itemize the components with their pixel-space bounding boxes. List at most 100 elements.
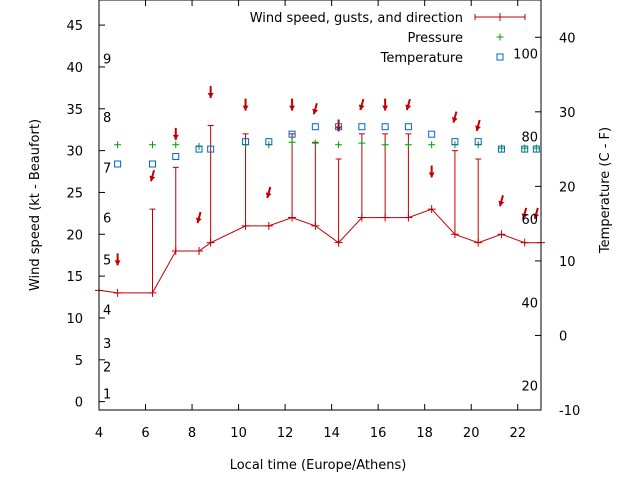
x-tick-label: 14 [323,426,340,441]
temperature-point [428,130,436,138]
wind-direction-arrow [358,98,365,111]
x-tick-label: 6 [141,426,149,441]
wind-direction-arrow [207,86,214,99]
x-tick-label: 16 [370,426,387,441]
beaufort-label: 8 [103,111,111,126]
wind-gust-bar [358,133,365,218]
x-tick-label: 8 [188,426,196,441]
fahrenheit-label: 20 [521,379,538,394]
fahrenheit-label: 80 [521,130,538,145]
arrow-head [335,126,342,132]
legend-sample-square [496,53,504,61]
wind-direction-arrow [289,98,296,111]
wind-direction-arrow [312,103,319,115]
temperature-point [265,138,273,146]
fahrenheit-label: 40 [521,297,538,312]
pressure-point [149,141,157,149]
pressure-point [114,141,122,149]
axis-ticks: 4 6 8 10 12 14 16 18 20 22051015202530354045-1001… [66,0,580,441]
temperature-point [172,153,180,161]
legend-label: Temperature [380,51,463,66]
y-tick-label: 5 [75,354,83,369]
fahrenheit-label: 60 [521,213,538,228]
legend-label: Pressure [407,31,463,46]
temperature-point [451,138,459,146]
pressure-point [288,138,296,146]
temperature-point [532,145,540,153]
y-axis-title: Wind speed (kt - Beaufort) [28,119,43,291]
temperature-point [288,130,296,138]
wind-direction-arrow [475,119,481,132]
arrow-head [289,105,296,111]
temperature-point [521,145,529,153]
temperature-point [358,123,366,131]
y2-tick-label: 40 [559,31,576,46]
beaufort-label: 4 [103,304,111,319]
wind-speed-point [427,205,436,214]
wind-gust-bar [207,125,214,243]
temperature-point [404,123,412,131]
arrow-head [358,104,365,111]
y2-axis-title: Temperature (C - F) [598,127,613,254]
pressure-point [172,141,180,149]
legend-label: Wind speed, gusts, and direction [250,11,463,26]
wind-direction-arrow [114,253,121,266]
x-axis-title: Local time (Europe/Athens) [230,458,407,473]
wind-speed-line [98,208,541,294]
legend-sample-plus [496,33,504,41]
y-tick-label: 10 [66,312,83,327]
arrow-head [451,117,458,123]
y-tick-label: 30 [66,145,83,160]
wind-gust-bar [475,158,482,243]
temperature-point [381,123,389,131]
arrow-head [114,260,121,266]
plot-frame [98,0,542,411]
beaufort-label: 3 [103,337,111,352]
arrow-head [533,213,540,219]
beaufort-label: 5 [103,253,111,268]
temperature-point [149,160,157,168]
y-tick-label: 0 [75,396,83,411]
wind-speed-point [195,247,204,256]
y-tick-label: 25 [66,186,83,201]
wind-direction-arrow [382,98,389,111]
y-tick-label: 45 [66,19,83,34]
pressure-point [311,139,319,147]
wind-speed-point [113,288,122,297]
x-tick-label: 4 [95,426,103,441]
wind-gust-bar [335,158,342,243]
temperature-point [311,123,319,131]
arrow-head [498,200,505,207]
x-tick-label: 22 [509,426,526,441]
wind-gust-bar [242,133,249,226]
pressure-point [358,139,366,147]
x-tick-label: 12 [277,426,294,441]
beaufort-label: 9 [103,53,111,68]
y-tick-label: 35 [66,103,83,118]
arrow-head [207,93,214,99]
beaufort-label: 1 [103,387,111,402]
y-tick-label: 20 [66,228,83,243]
y2-tick-label: 0 [559,329,567,344]
arrow-head [265,192,272,198]
beaufort-label: 7 [103,161,111,176]
temperature-point [195,145,203,153]
arrow-head [312,108,319,115]
x-tick-label: 20 [463,426,480,441]
wind-speed-point [520,238,529,247]
fahrenheit-label: 100 [513,48,538,63]
legend: Wind speed, gusts, and direction Pressure… [250,11,526,66]
temperature-point [335,123,343,131]
arrow-head [242,105,249,111]
wind-direction-arrow [149,169,156,182]
wind-speed-point [497,230,506,239]
wind-gust-bar [289,133,296,218]
arrow-head [405,104,412,111]
wind-gust-bar [451,150,458,235]
chart-marks [95,86,545,297]
y2-tick-label: 10 [559,255,576,270]
y2-tick-label: -10 [559,404,580,419]
arrow-head [521,213,528,219]
beaufort-label: 2 [103,360,111,375]
